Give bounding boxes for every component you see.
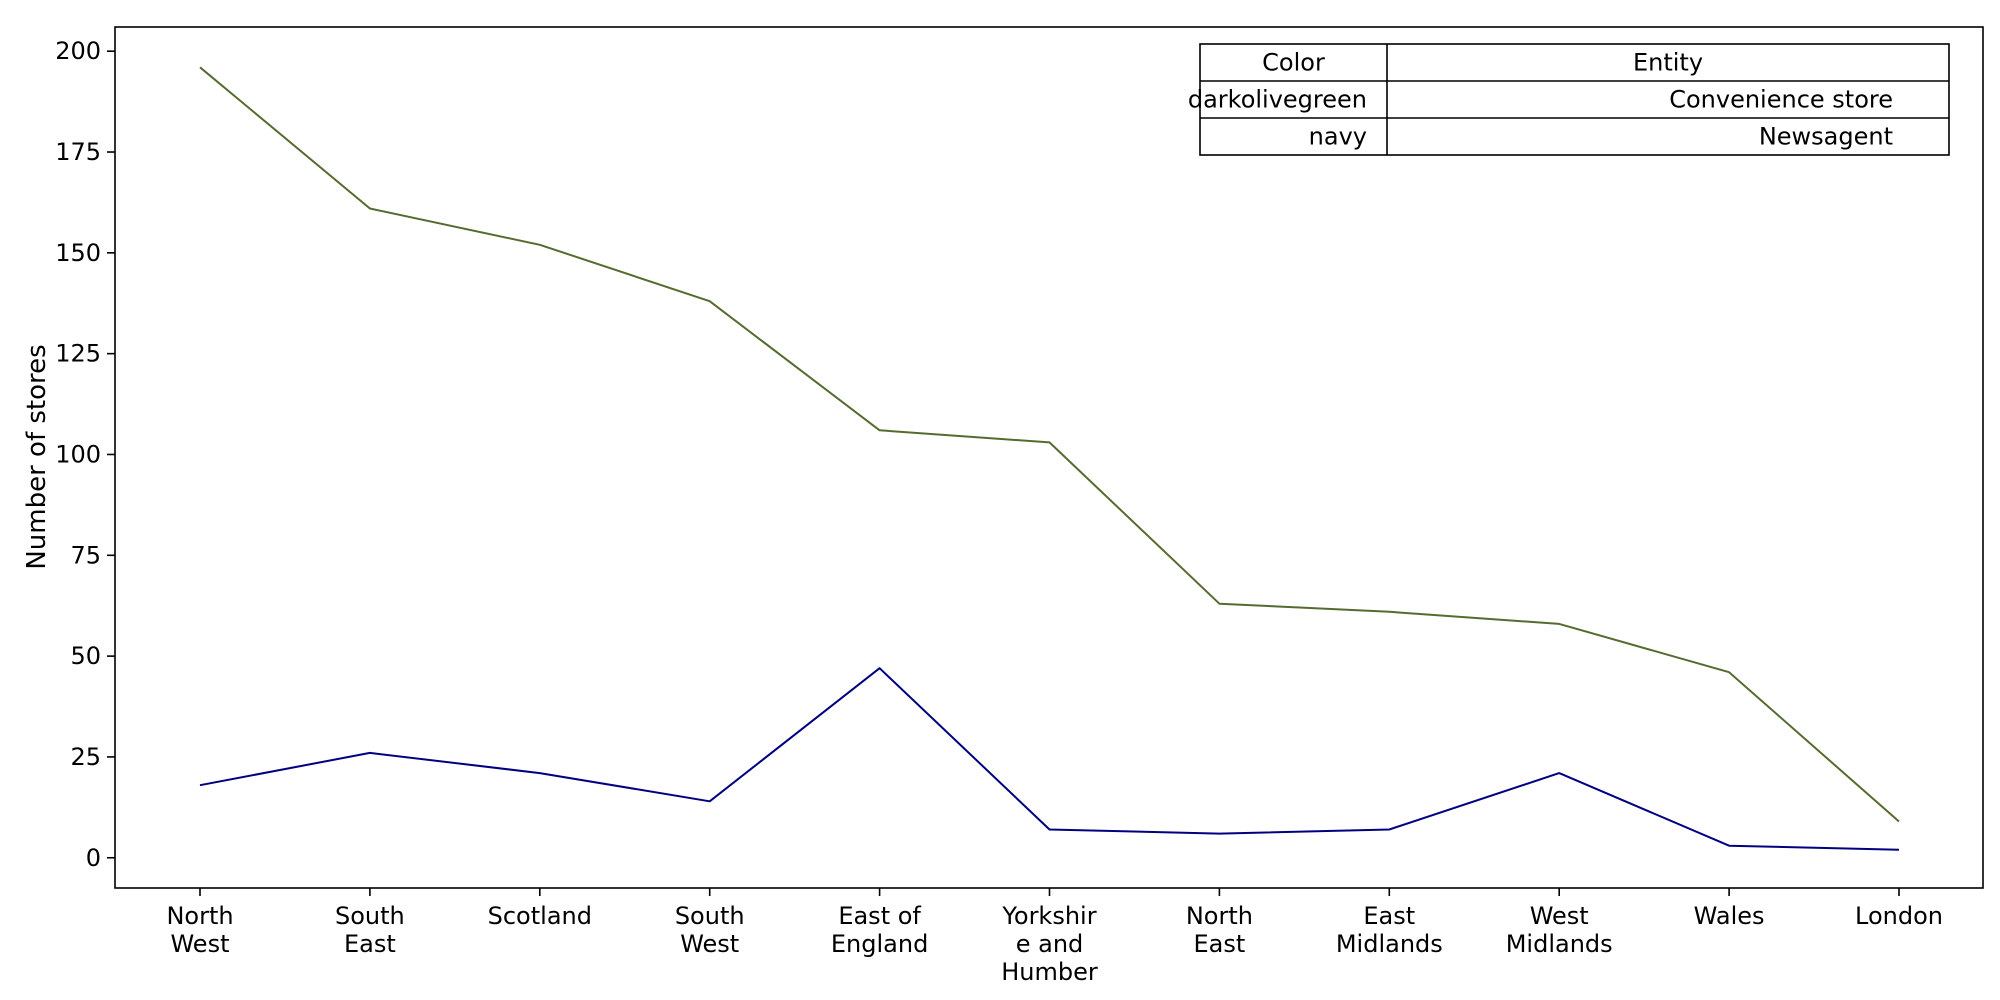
- x-tick-label-line: South: [675, 902, 745, 930]
- x-tick-label-line: Midlands: [1336, 930, 1443, 958]
- x-tick-label-line: North: [1186, 902, 1253, 930]
- x-tick-label-line: West: [680, 930, 739, 958]
- x-tick-label-line: Scotland: [488, 902, 592, 930]
- x-tick-label-line: West: [1530, 902, 1589, 930]
- x-tick-label-line: Yorkshir: [1001, 902, 1096, 930]
- y-tick-label: 50: [70, 642, 101, 670]
- x-tick-label-line: East: [1194, 930, 1246, 958]
- y-tick-label: 75: [70, 541, 101, 569]
- plot-frame: [114, 26, 1984, 889]
- x-tick-label: East Midlands: [1336, 902, 1443, 958]
- x-tick-label-line: Wales: [1694, 902, 1765, 930]
- x-tick-label: Scotland: [488, 902, 592, 930]
- y-axis-label: Number of stores: [22, 344, 52, 569]
- y-tick-label: 25: [70, 743, 101, 771]
- y-tick-label: 175: [55, 138, 101, 166]
- x-tick-label: East of England: [831, 902, 928, 958]
- y-tick-label: 100: [55, 440, 101, 468]
- y-tick-label: 200: [55, 37, 101, 65]
- legend-header-color: Color: [1262, 49, 1325, 77]
- x-tick-label-line: Midlands: [1506, 930, 1613, 958]
- x-tick-label: South East: [335, 902, 405, 958]
- x-tick-label: South West: [675, 902, 745, 958]
- legend-frame: [1199, 43, 1950, 156]
- y-axis: 0 25 50 75 100 125 150 175 200: [55, 37, 115, 872]
- x-tick-label-line: North: [166, 902, 233, 930]
- x-tick-label: London: [1855, 902, 1943, 930]
- x-tick-label-line: e and: [1016, 930, 1084, 958]
- x-tick-label-line: London: [1855, 902, 1943, 930]
- legend-header-entity: Entity: [1633, 49, 1703, 77]
- x-tick-label-line: West: [170, 930, 229, 958]
- x-tick-label: West Midlands: [1506, 902, 1613, 958]
- series-layer: [199, 66, 1900, 851]
- legend-color-name: navy: [1309, 123, 1367, 151]
- x-tick-label-line: England: [831, 930, 928, 958]
- x-tick-label-line: Humber: [1001, 958, 1098, 986]
- legend-entity-name: Newsagent: [1759, 123, 1893, 151]
- y-tick-label: 150: [55, 239, 101, 267]
- legend-color-name: darkolivegreen: [1188, 86, 1367, 114]
- series-line-newsagent: [199, 667, 1900, 851]
- x-tick-label-line: East: [1363, 902, 1415, 930]
- x-tick-label-line: South: [335, 902, 405, 930]
- y-tick-label: 0: [86, 844, 101, 872]
- x-tick-label-line: East of: [838, 902, 921, 930]
- y-tick-label: 125: [55, 340, 101, 368]
- x-tick-label: Wales: [1694, 902, 1765, 930]
- x-tick-label: North West: [166, 902, 233, 958]
- legend-table: Color Entity darkolivegreen Convenience sto…: [1188, 43, 1950, 156]
- x-tick-label: Yorkshir e and Humber: [1001, 902, 1098, 986]
- legend-entity-name: Convenience store: [1669, 86, 1893, 114]
- series-line-convenience-store: [199, 66, 1900, 823]
- x-tick-label-line: East: [344, 930, 396, 958]
- x-tick-label: North East: [1186, 902, 1253, 958]
